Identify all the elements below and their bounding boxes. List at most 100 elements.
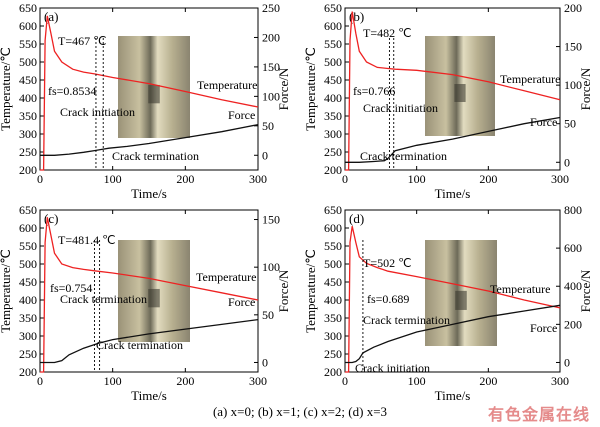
y-axis-label: Temperature/℃	[303, 47, 318, 131]
annotation-5: Temperature	[490, 282, 550, 296]
plot-frame	[39, 209, 259, 373]
x-tick-label: 100	[408, 172, 426, 186]
plot-frame	[39, 7, 259, 171]
series-line-force	[345, 304, 561, 364]
annotation-5: Temperature	[500, 72, 560, 86]
x-tick-label: 0	[342, 374, 348, 388]
x-tick-label: 0	[37, 374, 43, 388]
y2-tick-label: 600	[564, 241, 582, 255]
chart-panel-4: 0 100 200 300 200 250 300 350 400 450 500 550 600 650…	[303, 203, 593, 403]
annotation-6: Force	[530, 321, 557, 335]
plot-frame	[344, 209, 561, 373]
x-tick-label: 300	[249, 374, 267, 388]
chart-panel-1: 0 100 200 300200250300350400450500550600650…	[0, 1, 291, 201]
y-tick-label: 300	[324, 329, 342, 343]
y-tick-label: 350	[19, 311, 37, 325]
y-tick-label: 650	[324, 1, 342, 15]
y-tick-label: 300	[19, 329, 37, 343]
y-tick-label: 250	[324, 347, 342, 361]
y-tick-label: 300	[324, 127, 342, 141]
plot-frame	[344, 7, 561, 171]
y2-tick-label: 200	[564, 1, 582, 15]
annotation-2: fs=0.766	[353, 84, 395, 98]
y-tick-label: 200	[19, 365, 37, 379]
y-tick-label: 550	[324, 37, 342, 51]
y-tick-label: 250	[19, 347, 37, 361]
y2-tick-label: 50	[262, 308, 274, 322]
y-axis-label: Temperature/℃	[0, 47, 13, 131]
annotation-3: Crack initiation	[363, 101, 438, 115]
annotation-4: Crack initiation	[355, 361, 430, 375]
annotation-6: Force	[228, 108, 255, 122]
y-tick-label: 400	[19, 91, 37, 105]
annotation-1: T=482 ℃	[363, 26, 412, 40]
y-tick-label: 400	[324, 91, 342, 105]
y2-axis-label: Force/N	[578, 67, 593, 110]
y-tick-label: 250	[324, 145, 342, 159]
x-axis-label: Time/s	[131, 388, 167, 403]
x-axis-label: Time/s	[435, 186, 471, 201]
x-tick-label: 200	[479, 374, 497, 388]
series-line-force	[40, 318, 259, 364]
annotation-4: Crack termination	[96, 338, 183, 352]
annotation-5: Temperature	[197, 78, 257, 92]
specimen-crack-region	[148, 288, 160, 308]
chart-panel-2: 0 100 200 300200250300350400450500550600650…	[303, 1, 593, 201]
y-tick-label: 550	[19, 239, 37, 253]
y2-tick-label: 800	[564, 203, 582, 217]
y2-tick-label: 150	[262, 213, 280, 227]
annotation-5: Temperature	[196, 270, 256, 284]
annotation-3: Crack initiation	[60, 105, 135, 119]
x-axis-label: Time/s	[435, 388, 471, 403]
y-tick-label: 450	[19, 73, 37, 87]
annotation-1: T=467 ℃	[58, 34, 107, 48]
y-axis-label: Temperature/℃	[303, 249, 318, 333]
y-tick-label: 650	[324, 203, 342, 217]
y-tick-label: 650	[19, 1, 37, 15]
y2-axis-label: Force/N	[276, 67, 291, 110]
series-line-temperature	[40, 217, 259, 373]
annotation-2: fs=0.689	[367, 292, 409, 306]
x-tick-label: 200	[176, 374, 194, 388]
y-tick-label: 350	[324, 311, 342, 325]
y-tick-label: 650	[19, 203, 37, 217]
y2-tick-label: 50	[564, 117, 576, 131]
y-tick-label: 600	[324, 221, 342, 235]
annotation-6: Force	[530, 115, 557, 129]
chart-panel-3: 0 100 200 300200250300350400450500550600650…	[0, 203, 291, 403]
series-line-force	[345, 116, 561, 163]
y2-tick-label: 0	[564, 355, 570, 369]
y-tick-label: 200	[324, 365, 342, 379]
annotation-3: Crack termination	[60, 292, 147, 306]
x-tick-label: 300	[551, 172, 569, 186]
y2-tick-label: 50	[262, 119, 274, 133]
y2-tick-label: 200	[262, 30, 280, 44]
y-tick-label: 400	[324, 293, 342, 307]
y-tick-label: 300	[19, 127, 37, 141]
y-tick-label: 550	[324, 239, 342, 253]
y-tick-label: 600	[19, 221, 37, 235]
x-tick-label: 100	[104, 374, 122, 388]
y2-axis-label: Force/N	[578, 269, 593, 312]
x-tick-label: 300	[551, 374, 569, 388]
y2-tick-label: 0	[262, 355, 268, 369]
x-tick-label: 0	[342, 172, 348, 186]
watermark-logo: 有色金属在线	[487, 405, 590, 424]
specimen-crack-region	[148, 84, 160, 104]
y-tick-label: 500	[324, 257, 342, 271]
annotation-1: T=502 ℃	[363, 256, 412, 270]
y2-tick-label: 0	[262, 148, 268, 162]
y-tick-label: 450	[324, 73, 342, 87]
annotation-4: Crack termination	[360, 149, 447, 163]
series-line-temperature	[345, 226, 561, 373]
annotation-2: fs=0.8534	[48, 84, 96, 98]
y2-tick-label: 250	[262, 1, 280, 15]
x-tick-label: 100	[104, 172, 122, 186]
specimen-crack-region	[455, 290, 467, 310]
y-tick-label: 200	[19, 163, 37, 177]
series-line-force	[40, 123, 259, 156]
y-tick-label: 200	[324, 163, 342, 177]
x-tick-label: 100	[408, 374, 426, 388]
annotation-6: Force	[228, 295, 255, 309]
